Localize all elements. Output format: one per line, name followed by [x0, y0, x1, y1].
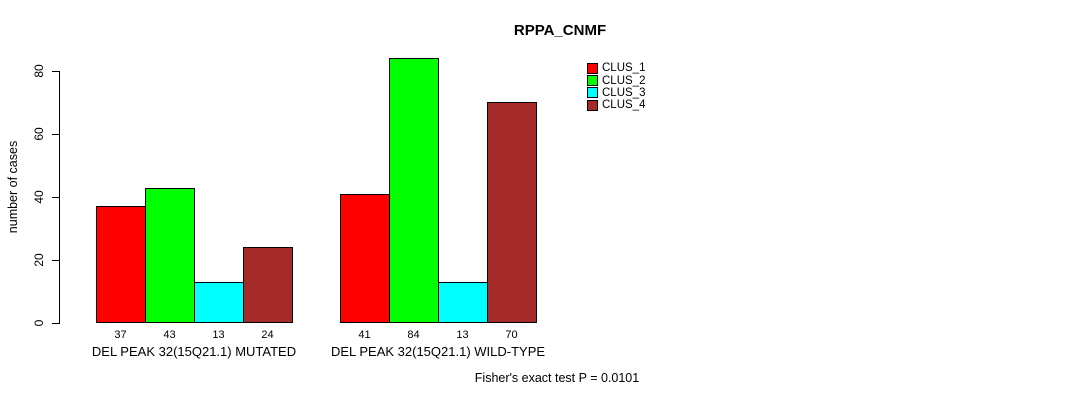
legend-swatch-clus_4 [587, 99, 598, 111]
y-axis-line [59, 71, 60, 324]
legend-swatch-clus_1 [587, 62, 598, 74]
fisher-test-annotation: Fisher's exact test P = 0.0101 [474, 371, 640, 385]
y-axis-tick [52, 134, 59, 135]
y-axis-tick-label: 40 [32, 190, 46, 204]
bar-clus_2-group2 [389, 58, 439, 323]
bar-clus_4-group2 [487, 102, 537, 323]
legend-swatch-clus_2 [587, 75, 598, 87]
x-axis-category-label: DEL PEAK 32(15Q21.1) WILD-TYPE [330, 344, 546, 359]
y-axis-tick [52, 260, 59, 261]
bar-clus_3-group2 [438, 282, 488, 323]
bar-value-label: 84 [407, 329, 420, 341]
legend-label-clus_2: CLUS_2 [602, 74, 646, 87]
y-axis-tick [52, 197, 59, 198]
bar-value-label: 13 [212, 329, 225, 341]
legend-swatch-clus_3 [587, 87, 598, 99]
bar-clus_2-group1 [145, 188, 195, 323]
legend: CLUS_1 CLUS_2 CLUS_3 CLUS_4 [587, 62, 645, 112]
bar-value-label: 41 [358, 329, 371, 341]
x-axis-category-label: DEL PEAK 32(15Q21.1) MUTATED [91, 344, 297, 359]
chart-title: RPPA_CNMF [513, 22, 607, 39]
bar-value-label: 37 [114, 329, 127, 341]
legend-row-clus_4: CLUS_4 [587, 99, 645, 111]
bar-clus_1-group1 [96, 206, 146, 323]
bar-clus_1-group2 [340, 194, 390, 323]
legend-row-clus_3: CLUS_3 [587, 87, 645, 99]
bar-clus_4-group1 [243, 247, 293, 323]
y-axis-tick-label: 60 [32, 127, 46, 141]
legend-row-clus_1: CLUS_1 [587, 62, 645, 74]
y-axis-tick-label: 0 [32, 319, 46, 327]
legend-row-clus_2: CLUS_2 [587, 74, 646, 87]
bar-value-label: 43 [163, 329, 176, 341]
y-axis-tick [52, 71, 59, 72]
y-axis-tick [52, 323, 59, 324]
bar-value-label: 24 [261, 329, 274, 341]
y-axis-tick-label: 20 [32, 253, 46, 267]
bar-value-label: 70 [505, 329, 518, 341]
bar-value-label: 13 [456, 329, 469, 341]
legend-label-clus_4: CLUS_4 [602, 99, 646, 112]
bar-clus_3-group1 [194, 282, 244, 323]
y-axis-label: number of cases [6, 140, 20, 234]
legend-label-clus_3: CLUS_3 [602, 86, 646, 99]
y-axis-tick-label: 80 [32, 64, 46, 78]
legend-label-clus_1: CLUS_1 [602, 62, 646, 75]
